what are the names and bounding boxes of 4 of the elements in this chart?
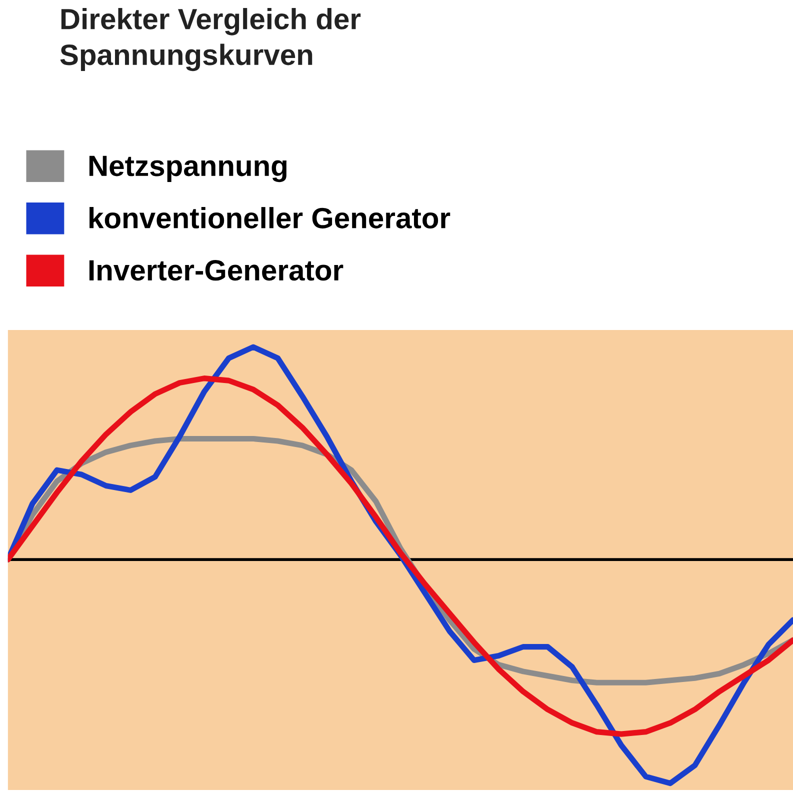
legend-label: Netzspannung <box>89 156 286 182</box>
legend-label: Inverter-Generator <box>89 260 344 281</box>
chart-title: Direkter Vergleich der Spannungskurven <box>60 8 361 72</box>
legend-label: konventioneller Generator <box>90 207 450 228</box>
